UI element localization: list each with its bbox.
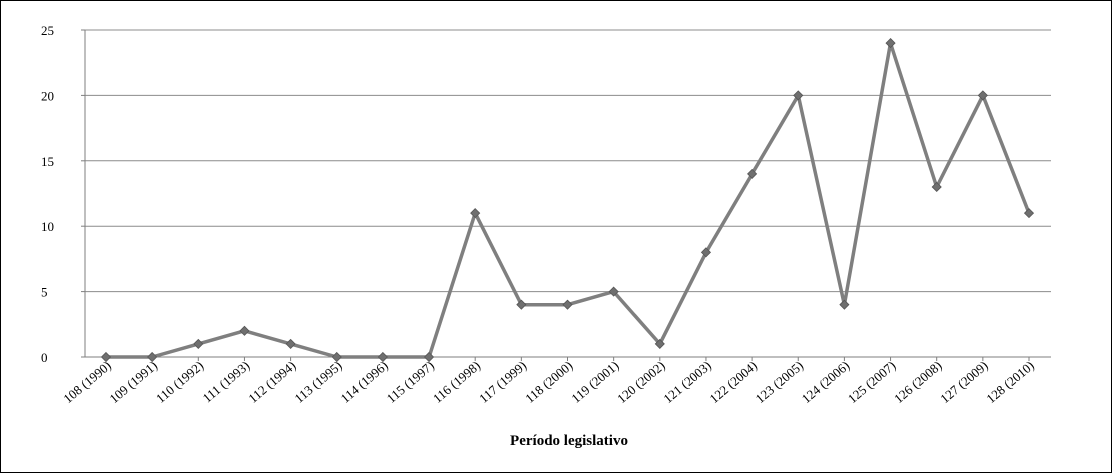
data-point-marker: [562, 299, 573, 310]
x-tick-label: 114 (1996): [338, 358, 391, 406]
y-tick-label: 15: [41, 154, 54, 169]
data-point-marker: [331, 351, 342, 363]
y-tick-label: 0: [41, 350, 48, 365]
data-point-marker: [147, 351, 158, 363]
gridlines: [85, 29, 1051, 293]
x-tick-label: 128 (2010): [983, 358, 1037, 406]
x-tick-labels: 108 (1990)109 (1991)110 (1992)111 (1993)…: [60, 358, 1037, 406]
x-tick-label: 121 (2003): [660, 358, 714, 406]
x-tick-label: 112 (1994): [245, 358, 298, 406]
y-tick-label: 25: [41, 23, 54, 38]
x-axis-title: Período legislativo: [510, 433, 628, 449]
x-tick-label: 127 (2009): [937, 358, 991, 406]
x-tick-label: 119 (2001): [568, 358, 621, 406]
data-point-marker: [700, 247, 712, 258]
x-tick-label: 116 (1998): [430, 358, 483, 406]
x-tick-label: 123 (2005): [753, 358, 807, 406]
x-tick-label: 126 (2008): [891, 358, 945, 406]
x-tick-label: 124 (2006): [799, 358, 853, 406]
x-tick-label: 113 (1995): [291, 358, 344, 406]
data-point-marker: [1023, 208, 1035, 219]
data-point-marker: [100, 351, 112, 363]
x-tick-label: 115 (1997): [384, 358, 437, 406]
y-tick-label: 20: [41, 88, 54, 103]
y-tick-labels: 0 5 10 15 20 25: [41, 23, 54, 365]
data-point-marker: [470, 208, 481, 219]
x-tick-label: 111 (1993): [199, 358, 252, 406]
x-tick-label: 117 (1999): [476, 358, 529, 406]
data-point-marker: [516, 299, 527, 310]
x-tick-label: 118 (2000): [522, 358, 575, 406]
data-point-marker: [931, 181, 942, 193]
x-tick-label: 109 (1991): [106, 358, 160, 406]
data-point-marker: [608, 286, 619, 297]
x-tick-label: 120 (2002): [614, 358, 668, 406]
data-point-marker: [654, 338, 665, 349]
data-point-marker: [285, 338, 296, 349]
series-line: [106, 41, 1031, 359]
x-tick-label: 125 (2007): [845, 358, 899, 406]
series: [106, 41, 1031, 359]
axes: [81, 29, 1051, 361]
markers: [100, 38, 1035, 363]
y-tick-label: 5: [41, 285, 48, 300]
y-tick-label: 10: [41, 219, 54, 234]
data-point-marker: [885, 38, 896, 49]
data-point-marker: [423, 351, 435, 363]
data-point-marker: [793, 90, 804, 101]
data-point-marker: [193, 338, 204, 349]
data-point-marker: [839, 299, 850, 310]
x-tick-label: 122 (2004): [706, 358, 760, 406]
data-point-marker: [747, 168, 758, 179]
x-tick-label: 108 (1990): [60, 358, 114, 406]
data-point-marker: [377, 351, 388, 363]
x-tick-label: 110 (1992): [153, 358, 206, 406]
data-point-marker: [977, 90, 988, 101]
data-point-marker: [239, 325, 250, 336]
